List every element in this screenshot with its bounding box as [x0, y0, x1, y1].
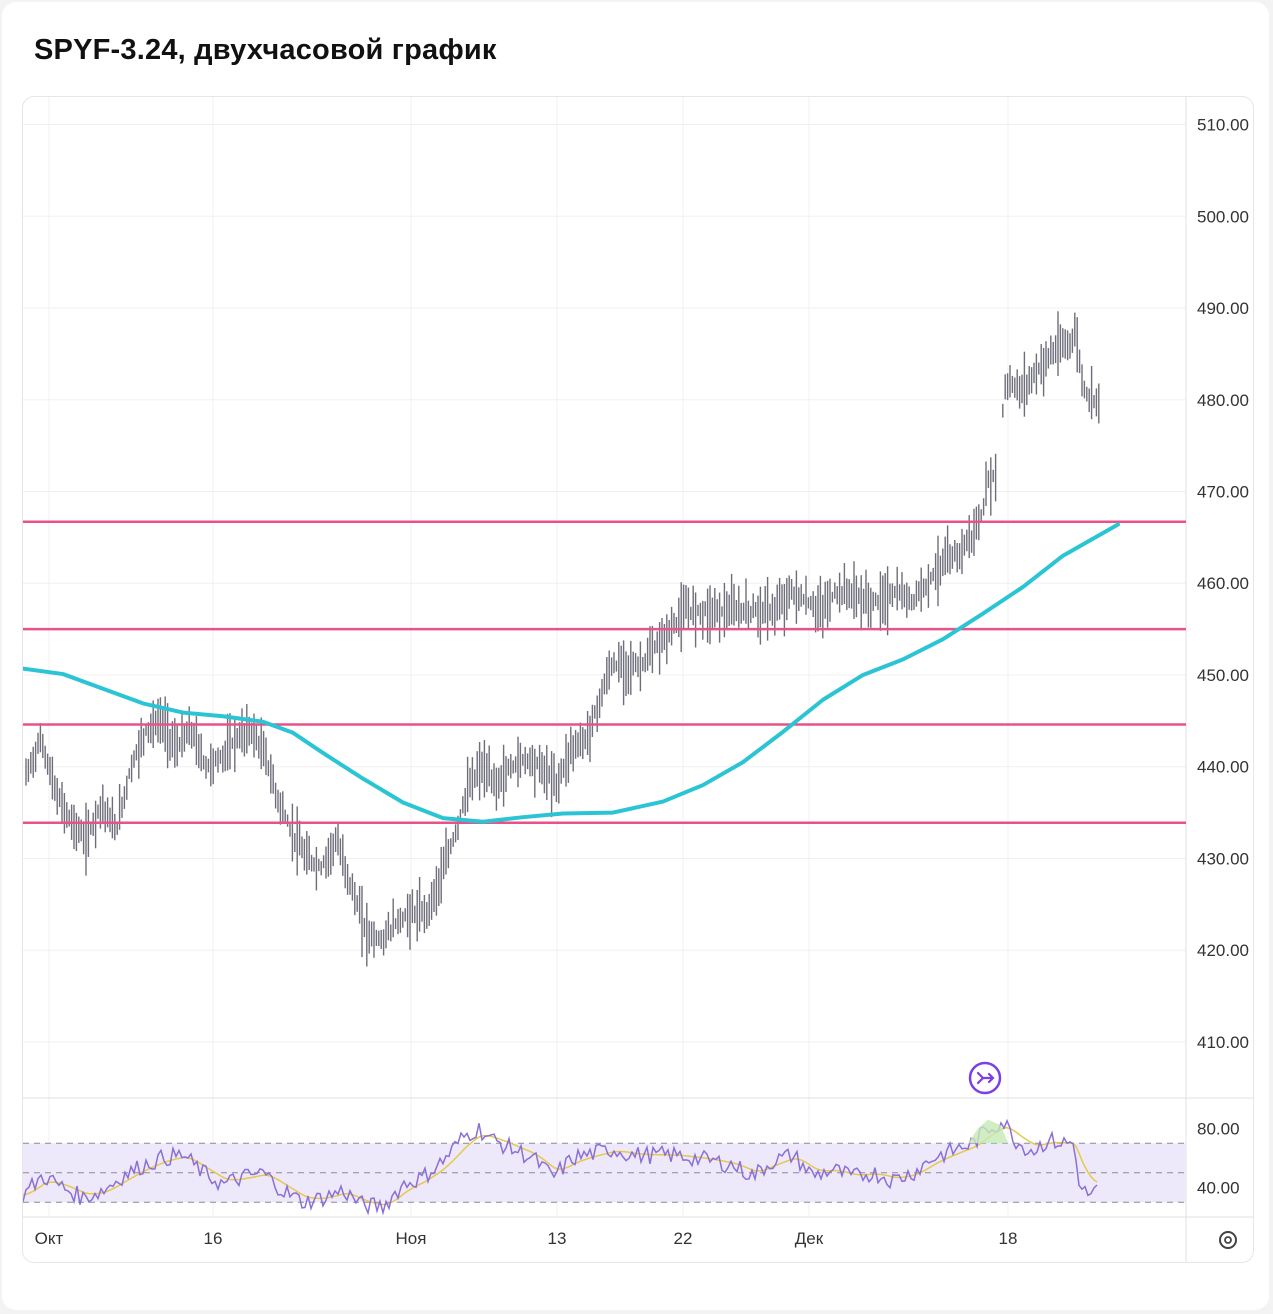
chart-svg[interactable]: 510.00 500.00 490.00 480.00 470.00 460.00 450.…	[23, 97, 1253, 1262]
time-tick-label: 18	[999, 1229, 1018, 1248]
arrow-icon-glyph	[976, 1071, 995, 1085]
gear-icon-center	[1224, 1236, 1232, 1244]
price-tick-label: 500.00	[1197, 207, 1249, 226]
rsi-tick-label: 80.00	[1197, 1120, 1240, 1139]
price-tick-label: 510.00	[1197, 116, 1249, 135]
rsi-signal-line	[23, 1127, 1098, 1206]
price-tick-label: 440.00	[1197, 758, 1249, 777]
price-tick-label: 490.00	[1197, 299, 1249, 318]
price-tick-label: 410.00	[1197, 1033, 1249, 1052]
price-tick-label: 460.00	[1197, 574, 1249, 593]
rsi-tick-label: 40.00	[1197, 1179, 1240, 1198]
price-tick-label: 470.00	[1197, 482, 1249, 501]
chart-frame[interactable]: 510.00 500.00 490.00 480.00 470.00 460.00 450.…	[22, 96, 1254, 1263]
price-tick-label: 430.00	[1197, 849, 1249, 868]
rsi-band	[23, 1143, 1186, 1203]
gear-icon[interactable]	[1219, 1231, 1237, 1249]
price-tick-label: 450.00	[1197, 666, 1249, 685]
rsi-overbought-fill	[968, 1119, 1008, 1144]
time-tick-label: 16	[204, 1229, 223, 1248]
chart-title: SPYF-3.24, двухчасовой график	[34, 34, 497, 66]
time-tick-label: Ноя	[396, 1229, 427, 1248]
rsi-line	[23, 1118, 1098, 1216]
price-tick-label: 420.00	[1197, 941, 1249, 960]
time-tick-label: 22	[674, 1229, 693, 1248]
time-tick-label: Окт	[35, 1229, 64, 1248]
time-tick-label: Дек	[795, 1229, 824, 1248]
price-tick-label: 480.00	[1197, 391, 1249, 410]
moving-average-line[interactable]	[23, 522, 1120, 824]
time-tick-label: 13	[548, 1229, 567, 1248]
